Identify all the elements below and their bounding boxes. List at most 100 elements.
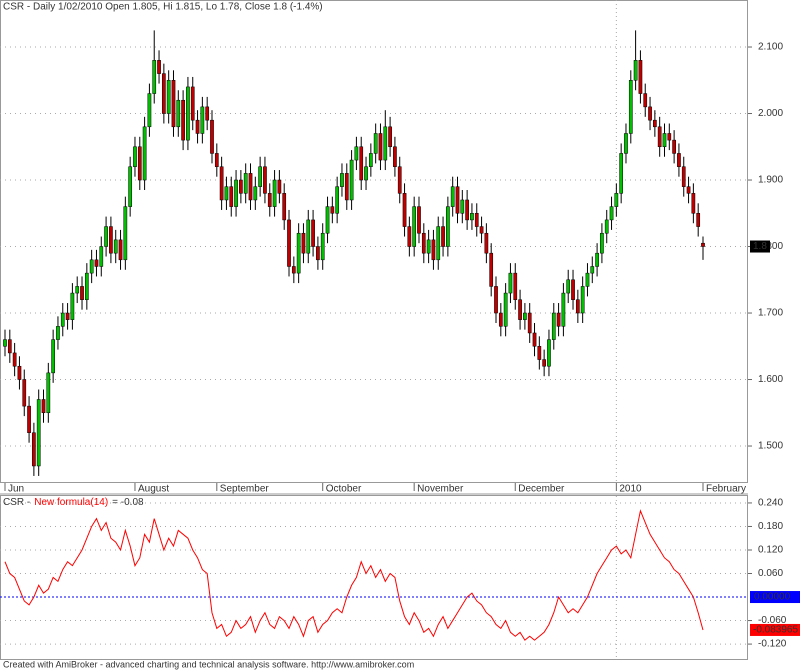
y-tick-label: -0.120: [758, 639, 787, 650]
candle-body: [137, 146, 142, 181]
candle-body: [561, 292, 566, 327]
candle-body: [229, 186, 234, 207]
candle-body: [36, 399, 41, 467]
x-tick-label: February: [706, 484, 746, 495]
candle-body: [600, 232, 604, 254]
x-tick-label: December: [518, 484, 565, 495]
candle-body: [474, 213, 479, 227]
candle-body: [263, 166, 267, 194]
candle-body: [186, 86, 190, 141]
candle-body: [547, 339, 551, 367]
title-part: = -0.08: [112, 497, 144, 508]
candle-body: [619, 153, 624, 194]
candle-body: [200, 106, 205, 134]
candle-body: [349, 159, 354, 201]
indicator-line: [4, 509, 704, 641]
candle-body: [94, 259, 99, 267]
candle-body: [513, 272, 518, 300]
candle-body: [638, 60, 643, 94]
candle-body: [12, 352, 17, 367]
candle-body: [56, 326, 60, 340]
candle-body: [171, 80, 176, 128]
candle-body: [60, 312, 65, 327]
candle-body: [667, 133, 672, 141]
candle-body: [248, 173, 253, 201]
candle-body: [417, 206, 421, 234]
candle-body: [282, 193, 287, 221]
candle-body: [142, 126, 147, 181]
candle-body: [677, 153, 681, 167]
y-tick-label: 1.600: [758, 374, 783, 385]
candle-body: [65, 312, 70, 320]
y-tick-label: 0.180: [758, 521, 783, 532]
candle-body: [686, 186, 691, 194]
candle-body: [320, 232, 325, 261]
candle-body: [272, 179, 277, 207]
candle-body: [523, 312, 527, 320]
candle-body: [450, 186, 455, 207]
x-tick-label: November: [417, 484, 464, 495]
candle-body: [243, 173, 248, 194]
title-part: New formula(14): [34, 497, 108, 508]
y-tick-label: 1.800: [758, 241, 783, 252]
candle-body: [653, 119, 657, 128]
chart-title: CSR - Daily 1/02/2010 Open 1.805, Hi 1.8…: [3, 2, 323, 13]
x-tick-label: Jun: [8, 484, 24, 495]
candle-body: [325, 206, 330, 234]
title-part: CSR -: [3, 497, 30, 508]
candle-body: [118, 239, 123, 261]
candle-body: [489, 252, 494, 287]
candle-body: [335, 186, 340, 214]
candle-body: [364, 166, 368, 181]
last-value-box: [750, 240, 770, 253]
y-tick-label: 1.700: [758, 308, 783, 319]
y-tick-label: 0.240: [758, 498, 783, 509]
x-tick-label: October: [326, 484, 362, 495]
candle-body: [484, 232, 489, 254]
candle-body: [542, 359, 546, 367]
candle-body: [176, 99, 181, 128]
candle-body: [503, 292, 508, 327]
candle-body: [306, 219, 311, 254]
candle-body: [402, 193, 407, 227]
candle-body: [470, 213, 474, 221]
candle-body: [508, 272, 513, 294]
candle-body: [551, 312, 556, 340]
candle-body: [181, 99, 185, 141]
candle-body: [123, 206, 128, 261]
candle-body: [633, 60, 638, 81]
candle-body: [672, 139, 676, 154]
candle-body: [701, 242, 705, 247]
candle-body: [32, 432, 36, 467]
candle-body: [104, 226, 108, 247]
candle-body: [99, 246, 104, 267]
candle-body: [27, 405, 31, 433]
candle-body: [580, 286, 585, 314]
candle-body: [210, 119, 214, 154]
y-tick-label: -0.060: [758, 615, 787, 626]
candle-body: [378, 133, 383, 161]
candle-body: [340, 173, 344, 187]
candle-body: [128, 166, 133, 207]
candle-body: [190, 86, 195, 121]
candle-body: [214, 153, 219, 167]
candle-body: [421, 232, 426, 254]
candle-body: [267, 193, 272, 207]
candle-body: [368, 153, 373, 167]
candle-body: [109, 226, 113, 254]
y-tick-label: 2.000: [758, 108, 783, 119]
candle-body: [696, 213, 701, 227]
candle-body: [426, 239, 431, 254]
candle-body: [585, 272, 590, 287]
candle-body: [162, 73, 166, 114]
candle-body: [330, 206, 335, 214]
candle-body: [359, 146, 364, 181]
last-value-box: [750, 623, 800, 636]
candle-body: [604, 219, 609, 234]
x-tick-label: 2010: [619, 484, 642, 495]
candle-body: [224, 186, 229, 201]
candle-body: [234, 179, 238, 207]
candle-body: [556, 312, 561, 327]
candle-body: [465, 199, 469, 221]
candle-body: [22, 379, 27, 407]
